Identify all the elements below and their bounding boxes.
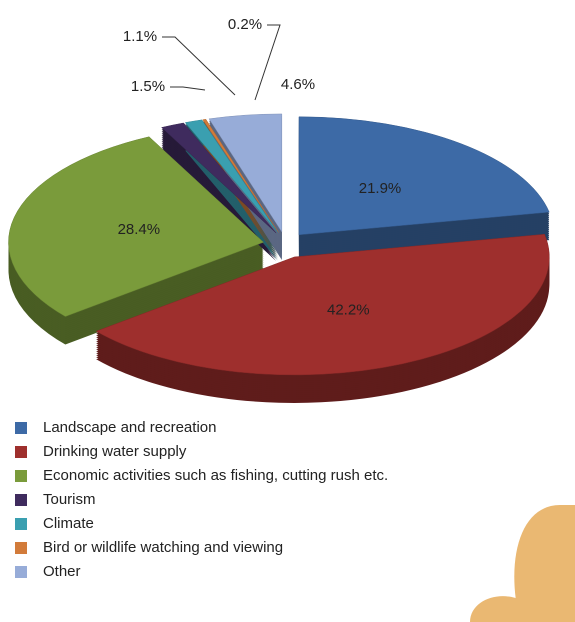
leader-line (170, 86, 206, 91)
legend-swatch (15, 542, 27, 554)
slice (161, 122, 277, 234)
decoration (514, 505, 575, 622)
legend-swatch (15, 494, 27, 506)
leader-line (162, 36, 236, 96)
labels: 21.9% 42.2% 28.4% 1.5% 1.1% 0.2% 4.6% (118, 16, 402, 318)
leader-line (254, 24, 281, 101)
data-label: 42.2% (327, 301, 370, 318)
legend-swatch (15, 566, 27, 578)
data-label: 0.2% (228, 16, 262, 33)
slice (184, 119, 278, 233)
legend-label: Bird or wildlife watching and viewing (43, 539, 283, 556)
legend-swatch (15, 446, 27, 458)
legend-label: Other (43, 563, 81, 580)
slice (202, 119, 279, 233)
legend-swatch (15, 518, 27, 530)
pie-tops (8, 113, 550, 376)
legend-swatch (15, 470, 27, 482)
legend-label: Tourism (43, 491, 96, 508)
legend-label: Climate (43, 515, 94, 532)
decoration (470, 596, 520, 622)
legend: Landscape and recreation Drinking water s… (15, 419, 388, 580)
slice (208, 113, 283, 233)
slice (8, 136, 264, 317)
data-label: 4.6% (281, 76, 315, 93)
slice (298, 116, 550, 236)
data-label: 1.1% (123, 28, 157, 45)
slice (95, 234, 550, 376)
data-label: 1.5% (131, 78, 165, 95)
legend-label: Landscape and recreation (43, 419, 216, 436)
data-label: 21.9% (359, 180, 402, 197)
data-label: 28.4% (118, 221, 161, 238)
legend-swatch (15, 422, 27, 434)
legend-label: Economic activities such as fishing, cut… (43, 467, 388, 484)
legend-label: Drinking water supply (43, 443, 187, 460)
